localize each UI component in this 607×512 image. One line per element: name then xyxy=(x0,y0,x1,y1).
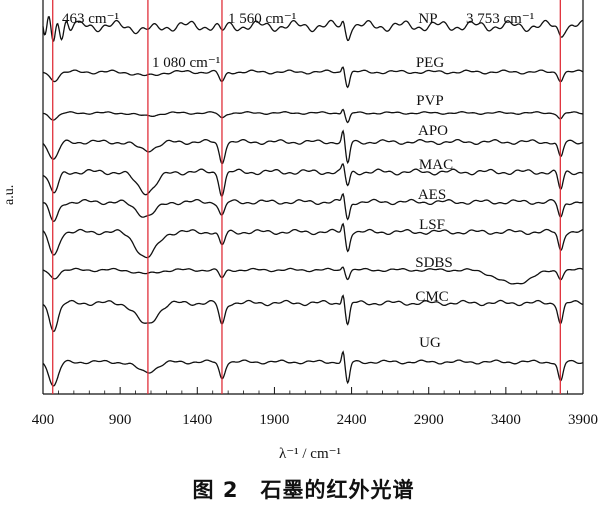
series-line xyxy=(42,129,584,165)
x-tick-label: 400 xyxy=(32,412,55,428)
reference-label: 1 560 cm⁻¹ xyxy=(228,11,296,27)
series-label: CMC xyxy=(415,289,448,305)
series-line xyxy=(42,350,584,387)
figure-caption: 图 2 石墨的红外光谱 xyxy=(192,478,415,502)
reference-label: 1 080 cm⁻¹ xyxy=(152,55,220,71)
x-tick-label: 2400 xyxy=(337,412,367,428)
x-tick-label: 1900 xyxy=(259,412,289,428)
series-line xyxy=(43,192,584,222)
reference-label: 463 cm⁻¹ xyxy=(62,11,119,27)
series-label: SDBS xyxy=(415,255,453,271)
series-label: APO xyxy=(418,123,448,139)
series-label: MAC xyxy=(419,157,453,173)
ftir-chart: 400 900 1400 1900 2400 2900 3400 3900 NP PEG PVP AP… xyxy=(32,0,598,428)
x-tick-label: 1400 xyxy=(182,412,212,428)
x-tick-label: 3900 xyxy=(568,412,598,428)
series-label: UG xyxy=(419,335,441,351)
reference-label: 3 753 cm⁻¹ xyxy=(466,11,534,27)
x-tick-label: 3400 xyxy=(491,412,521,428)
series-line xyxy=(42,108,583,124)
x-tick-label: 2900 xyxy=(414,412,444,428)
series-label: PVP xyxy=(416,93,444,109)
series-label: PEG xyxy=(416,55,445,71)
series-line xyxy=(42,222,584,259)
y-axis-label: a.u. xyxy=(2,184,17,206)
series-label: NP xyxy=(418,11,437,27)
series-label: LSF xyxy=(419,217,445,233)
series-line xyxy=(42,294,584,333)
series-label: AES xyxy=(418,187,446,203)
series-line xyxy=(42,66,584,89)
series-line xyxy=(42,163,584,198)
series-line xyxy=(42,266,584,285)
x-tick-label: 900 xyxy=(109,412,132,428)
series-line xyxy=(42,16,584,43)
x-axis-label: λ⁻¹ / cm⁻¹ xyxy=(278,446,342,462)
